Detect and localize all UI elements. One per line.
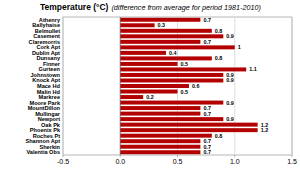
tick-label: 0.0 xyxy=(115,158,125,165)
bar xyxy=(120,101,223,105)
bars xyxy=(120,18,257,154)
data-label: 0.6 xyxy=(192,83,200,89)
bar xyxy=(120,45,235,49)
bar xyxy=(120,139,200,143)
tick-mark xyxy=(63,155,64,157)
data-label: 0.7 xyxy=(203,39,211,45)
tick-mark xyxy=(177,155,178,157)
bar xyxy=(120,18,200,22)
data-label: 0.7 xyxy=(203,17,211,23)
tick-mark xyxy=(120,155,121,157)
tick-label: -0.5 xyxy=(57,158,69,165)
bar xyxy=(120,56,212,60)
bar xyxy=(120,90,177,94)
bar xyxy=(120,117,223,121)
tick-mark xyxy=(292,155,293,157)
bar xyxy=(120,73,223,77)
bar xyxy=(120,29,212,33)
bar xyxy=(120,150,200,154)
bar xyxy=(120,123,257,127)
category-label: Valentia Obs xyxy=(26,149,60,155)
bar xyxy=(120,23,154,27)
bar xyxy=(120,62,177,66)
plot-frame xyxy=(63,17,292,155)
grid-line xyxy=(63,17,64,155)
data-label: 0.4 xyxy=(169,50,177,56)
data-label: 0.9 xyxy=(226,77,234,83)
title: Temperature (°C) xyxy=(40,2,109,12)
title-line: Temperature (°C)(difference from average… xyxy=(40,2,261,12)
zero-line xyxy=(120,17,121,155)
grid-line xyxy=(234,17,235,155)
grid-line xyxy=(292,17,293,155)
data-label: 0.8 xyxy=(215,55,223,61)
bar xyxy=(120,78,223,82)
bar xyxy=(120,134,212,138)
bar xyxy=(120,112,200,116)
data-label: 0.2 xyxy=(146,94,154,100)
data-label: 1.2 xyxy=(261,127,269,133)
data-label: 0.8 xyxy=(215,133,223,139)
data-label: 0.5 xyxy=(181,89,189,95)
bar xyxy=(120,51,166,55)
bar xyxy=(120,128,257,132)
data-label: 0.8 xyxy=(215,28,223,34)
data-label: 0.9 xyxy=(226,116,234,122)
bar xyxy=(120,106,200,110)
data-label: 0.3 xyxy=(158,22,166,28)
data-label: 0.9 xyxy=(226,33,234,39)
tick-label: 1.5 xyxy=(287,158,297,165)
tick-mark xyxy=(234,155,235,157)
data-label: 0.9 xyxy=(226,100,234,106)
tick-label: 1.0 xyxy=(230,158,240,165)
bar xyxy=(120,34,223,38)
data-label: 0.5 xyxy=(181,61,189,67)
data-label: 1.1 xyxy=(249,66,257,72)
subtitle: (difference from average for period 1981… xyxy=(111,3,260,12)
bar xyxy=(120,84,189,88)
chart: Temperature (°C)(difference from average… xyxy=(0,0,300,174)
data-label: 0.7 xyxy=(203,149,211,155)
data-label: 0.7 xyxy=(203,111,211,117)
bar xyxy=(120,67,246,71)
bar xyxy=(120,40,200,44)
data-label: 1 xyxy=(238,44,241,50)
bar xyxy=(120,95,143,99)
tick-label: 0.5 xyxy=(173,158,183,165)
bar xyxy=(120,145,200,149)
